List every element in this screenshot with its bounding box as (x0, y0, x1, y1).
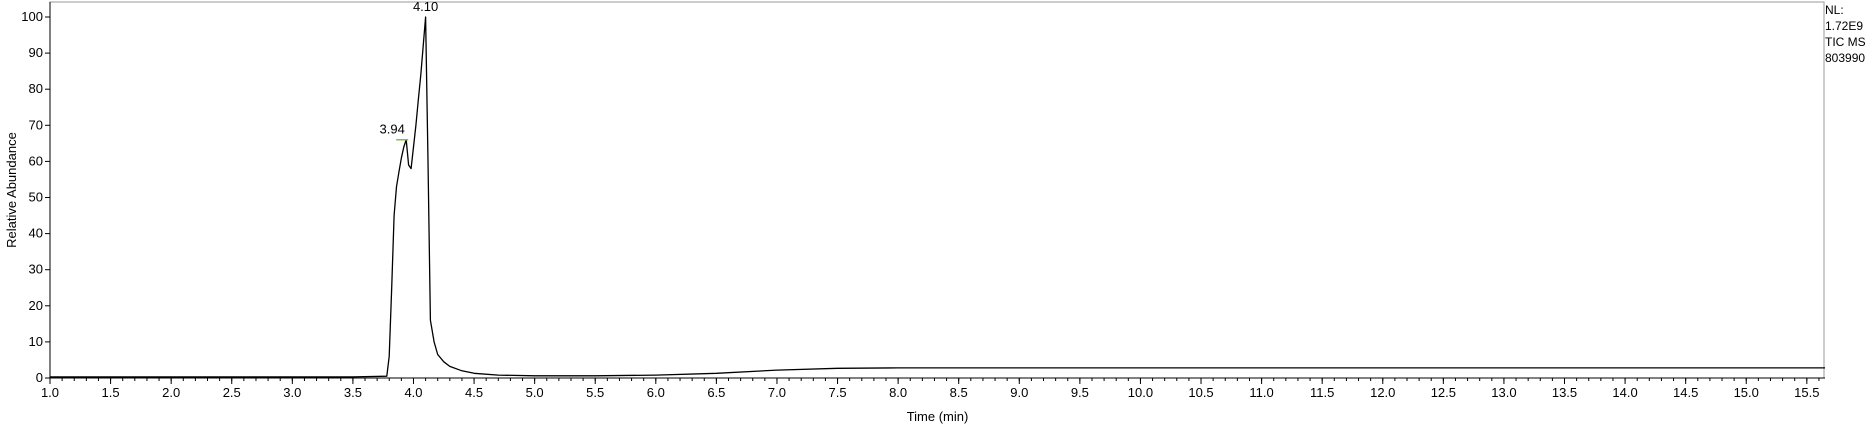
x-tick-label: 7.5 (829, 385, 847, 400)
peak-label: 3.94 (380, 122, 405, 137)
y-tick-label: 40 (29, 226, 43, 241)
y-axis-label: Relative Abundance (4, 132, 19, 248)
x-tick-label: 10.5 (1188, 385, 1213, 400)
x-tick-label: 12.0 (1370, 385, 1395, 400)
x-tick-label: 3.5 (344, 385, 362, 400)
scan-filter-label: TIC MS (1825, 35, 1866, 49)
x-tick-label: 15.0 (1734, 385, 1759, 400)
nl-label: NL: (1825, 3, 1844, 17)
chromatogram-plot: 0 10 20 30 40 50 60 70 80 90 100 1.0 1.5 2.0 2.5 3.0 3.5… (4, 0, 1825, 424)
file-id-label: 803990 (1825, 51, 1866, 65)
x-tick-label: 15.5 (1794, 385, 1819, 400)
y-tick-label: 10 (29, 334, 43, 349)
x-tick-label: 5.0 (526, 385, 544, 400)
x-tick-label: 6.0 (647, 385, 665, 400)
x-tick-label: 4.0 (404, 385, 422, 400)
x-tick-label: 6.5 (707, 385, 725, 400)
x-tick-label: 1.0 (41, 385, 59, 400)
y-tick-label: 90 (29, 45, 43, 60)
x-tick-label: 10.0 (1128, 385, 1153, 400)
tic-series-line (50, 16, 1825, 378)
y-tick-label: 0 (36, 370, 43, 385)
x-tick-label: 11.5 (1310, 385, 1334, 400)
peak-label: 4.10 (413, 0, 438, 14)
y-tick-label: 70 (29, 117, 43, 132)
x-axis-label: Time (min) (907, 409, 969, 424)
y-tick-label: 100 (21, 9, 43, 24)
y-tick-label: 20 (29, 298, 43, 313)
x-tick-label: 8.0 (889, 385, 907, 400)
x-tick-label: 13.5 (1552, 385, 1577, 400)
x-tick-label: 8.5 (950, 385, 968, 400)
y-tick-label: 30 (29, 262, 43, 277)
y-tick-label: 50 (29, 190, 43, 205)
y-tick-label: 80 (29, 81, 43, 96)
x-tick-label: 14.5 (1673, 385, 1698, 400)
x-tick-label: 1.5 (102, 385, 120, 400)
x-tick-label: 2.0 (162, 385, 180, 400)
x-tick-label: 3.0 (283, 385, 301, 400)
x-tick-label: 2.5 (223, 385, 241, 400)
x-tick-label: 9.5 (1071, 385, 1089, 400)
x-tick-label: 7.0 (768, 385, 786, 400)
nl-value: 1.72E9 (1825, 19, 1864, 33)
normalization-info: NL: 1.72E9 TIC MS 803990 (1825, 2, 1866, 66)
x-tick-label: 11.0 (1249, 385, 1273, 400)
x-tick-label: 5.5 (586, 385, 604, 400)
x-tick-label: 9.0 (1010, 385, 1028, 400)
x-tick-label: 13.0 (1491, 385, 1516, 400)
x-tick-label: 12.5 (1431, 385, 1456, 400)
x-tick-label: 14.0 (1612, 385, 1637, 400)
y-tick-label: 60 (29, 153, 43, 168)
plot-frame (49, 1, 1825, 379)
x-tick-label: 4.5 (465, 385, 483, 400)
